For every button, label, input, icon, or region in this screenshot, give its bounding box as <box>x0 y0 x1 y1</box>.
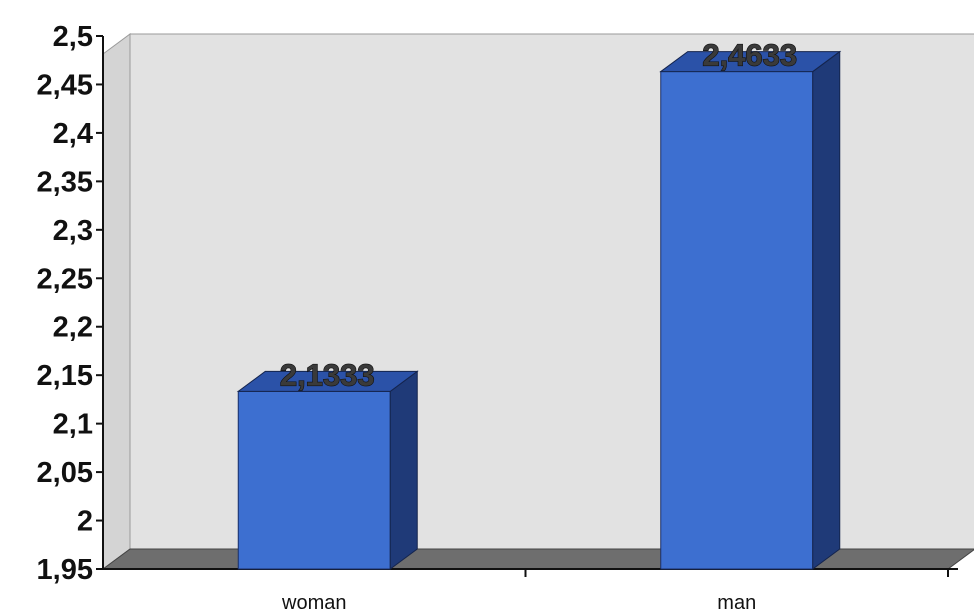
y-tick-label: 2,2 <box>53 312 93 344</box>
y-tick-label: 2,05 <box>37 457 93 489</box>
bar-top-man <box>659 51 842 73</box>
data-label-woman: 2,1333 <box>280 357 375 392</box>
y-tick-label: 2 <box>77 506 93 538</box>
y-tick-label: 1,95 <box>37 554 93 586</box>
y-axis: 1,95 2 2,05 2,1 2,15 2,2 2,25 2,3 2,35 2,4 2,45 2,5 <box>37 21 104 586</box>
bar-woman <box>237 390 391 570</box>
bar-top-woman <box>236 370 419 392</box>
x-category-label: man <box>717 592 756 613</box>
x-category-label: woman <box>281 592 346 613</box>
y-tick-label: 2,5 <box>53 21 93 53</box>
y-tick-label: 2,35 <box>37 166 93 198</box>
y-tick-label: 2,25 <box>37 263 93 295</box>
data-label-man: 2,4633 <box>702 38 797 73</box>
y-tick-label: 2,1 <box>53 409 93 441</box>
bars <box>236 50 842 570</box>
bar-man <box>660 71 814 570</box>
bar-side-man <box>812 50 841 570</box>
data-labels: 2,1333 2,4633 <box>279 37 798 393</box>
chart-walls <box>101 33 974 570</box>
y-tick-label: 2,15 <box>37 360 93 392</box>
x-axis: woman man <box>103 568 958 613</box>
bar-side-woman <box>389 370 418 570</box>
y-tick-label: 2,4 <box>53 118 93 150</box>
y-tick-label: 2,45 <box>37 69 93 101</box>
side-wall <box>102 33 131 570</box>
floor <box>101 548 974 570</box>
y-tick-label: 2,3 <box>53 215 93 247</box>
